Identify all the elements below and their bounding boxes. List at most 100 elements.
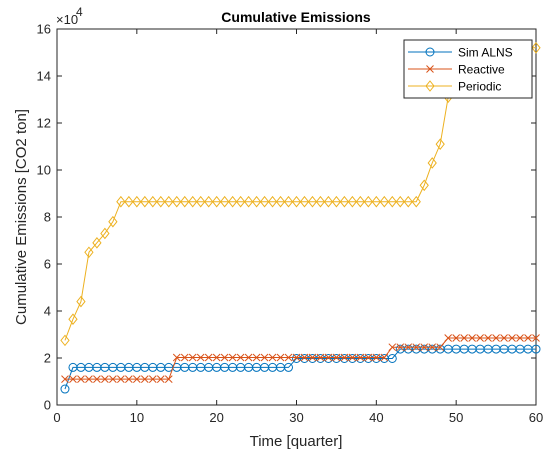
data-point [117, 375, 125, 384]
y-tick-label: 8 [44, 210, 51, 225]
data-point [379, 195, 389, 208]
data-point [347, 195, 358, 208]
data-point [468, 334, 476, 342]
data-point [411, 195, 421, 208]
y-exponent-base: ×10 [56, 12, 78, 27]
data-point [220, 195, 230, 208]
y-axis: 0 2 4 6 8 10 12 14 16 [37, 22, 536, 413]
data-point [291, 195, 302, 208]
x-tick-label: 60 [529, 410, 543, 425]
y-tick-label: 4 [44, 304, 51, 319]
data-point [180, 353, 189, 362]
data-point [93, 375, 101, 384]
chart-title: Cumulative Emissions [221, 9, 371, 25]
data-point [283, 195, 294, 208]
data-point [220, 353, 229, 362]
data-point [132, 375, 141, 384]
data-point [77, 375, 85, 384]
y-tick-label: 14 [37, 69, 51, 84]
data-point [140, 195, 150, 208]
series-0 [60, 344, 541, 394]
data-point [516, 334, 524, 342]
data-point [188, 353, 197, 362]
series-line [64, 337, 536, 380]
y-tick-label: 2 [44, 351, 51, 366]
data-point [212, 353, 221, 362]
data-point [148, 375, 157, 384]
data-point [100, 227, 110, 240]
x-tick-label: 10 [130, 410, 144, 425]
data-point [84, 246, 94, 259]
data-point [332, 353, 341, 362]
legend-item: Periodic [408, 80, 501, 94]
data-point [428, 343, 437, 352]
legend-label: Reactive [458, 63, 505, 77]
legend-swatch-marker [426, 65, 434, 73]
data-point [508, 334, 516, 342]
series-2 [60, 41, 541, 347]
data-point [60, 384, 70, 394]
data-point [427, 157, 437, 169]
y-tick-label: 10 [37, 163, 51, 178]
data-point [380, 353, 389, 362]
data-point [244, 353, 253, 362]
y-tick-label: 16 [37, 22, 51, 37]
data-point [148, 195, 158, 208]
y-tick-label: 12 [37, 116, 51, 131]
data-point [259, 195, 270, 208]
data-point [164, 375, 173, 384]
data-point [300, 353, 309, 362]
data-point [348, 353, 357, 362]
data-point [228, 353, 237, 362]
data-point [196, 195, 206, 208]
data-point [76, 295, 86, 308]
legend-swatch-marker [425, 47, 435, 57]
data-point [292, 353, 301, 362]
data-point [124, 375, 133, 384]
data-point [243, 195, 254, 208]
data-point [61, 375, 69, 384]
data-point [108, 215, 118, 228]
data-point [372, 353, 381, 362]
series-1 [61, 334, 540, 384]
legend-item: Sim ALNS [408, 46, 513, 60]
data-point [60, 334, 70, 347]
y-exponent: ×10 4 [56, 5, 83, 27]
data-point [164, 195, 174, 208]
data-point [156, 195, 166, 208]
legend-label: Periodic [458, 80, 501, 94]
data-point [227, 195, 238, 208]
data-point [364, 353, 373, 362]
data-point [172, 353, 181, 362]
data-point [252, 353, 261, 362]
data-point [307, 195, 318, 208]
data-point [140, 375, 149, 384]
data-point [331, 195, 342, 208]
data-point [235, 195, 246, 208]
y-exponent-power: 4 [76, 5, 83, 19]
data-point [267, 195, 278, 208]
data-point [404, 343, 413, 352]
data-point [403, 195, 413, 208]
data-point [452, 334, 461, 342]
data-point [532, 334, 540, 342]
data-point [68, 313, 78, 326]
data-point [268, 353, 277, 362]
data-point [396, 343, 405, 352]
data-point [436, 343, 445, 352]
data-point [188, 195, 198, 208]
data-point [236, 353, 245, 362]
legend: Sim ALNS Reactive Periodic [403, 39, 533, 99]
data-point [484, 334, 492, 342]
x-tick-label: 50 [449, 410, 463, 425]
data-point [172, 195, 182, 208]
data-point [260, 353, 269, 362]
data-point [316, 353, 325, 362]
data-point [531, 41, 541, 54]
data-point [492, 334, 500, 342]
data-point [204, 353, 213, 362]
data-point [101, 375, 109, 384]
x-axis: 0 10 20 30 40 50 60 [53, 29, 543, 425]
data-point [324, 353, 333, 362]
